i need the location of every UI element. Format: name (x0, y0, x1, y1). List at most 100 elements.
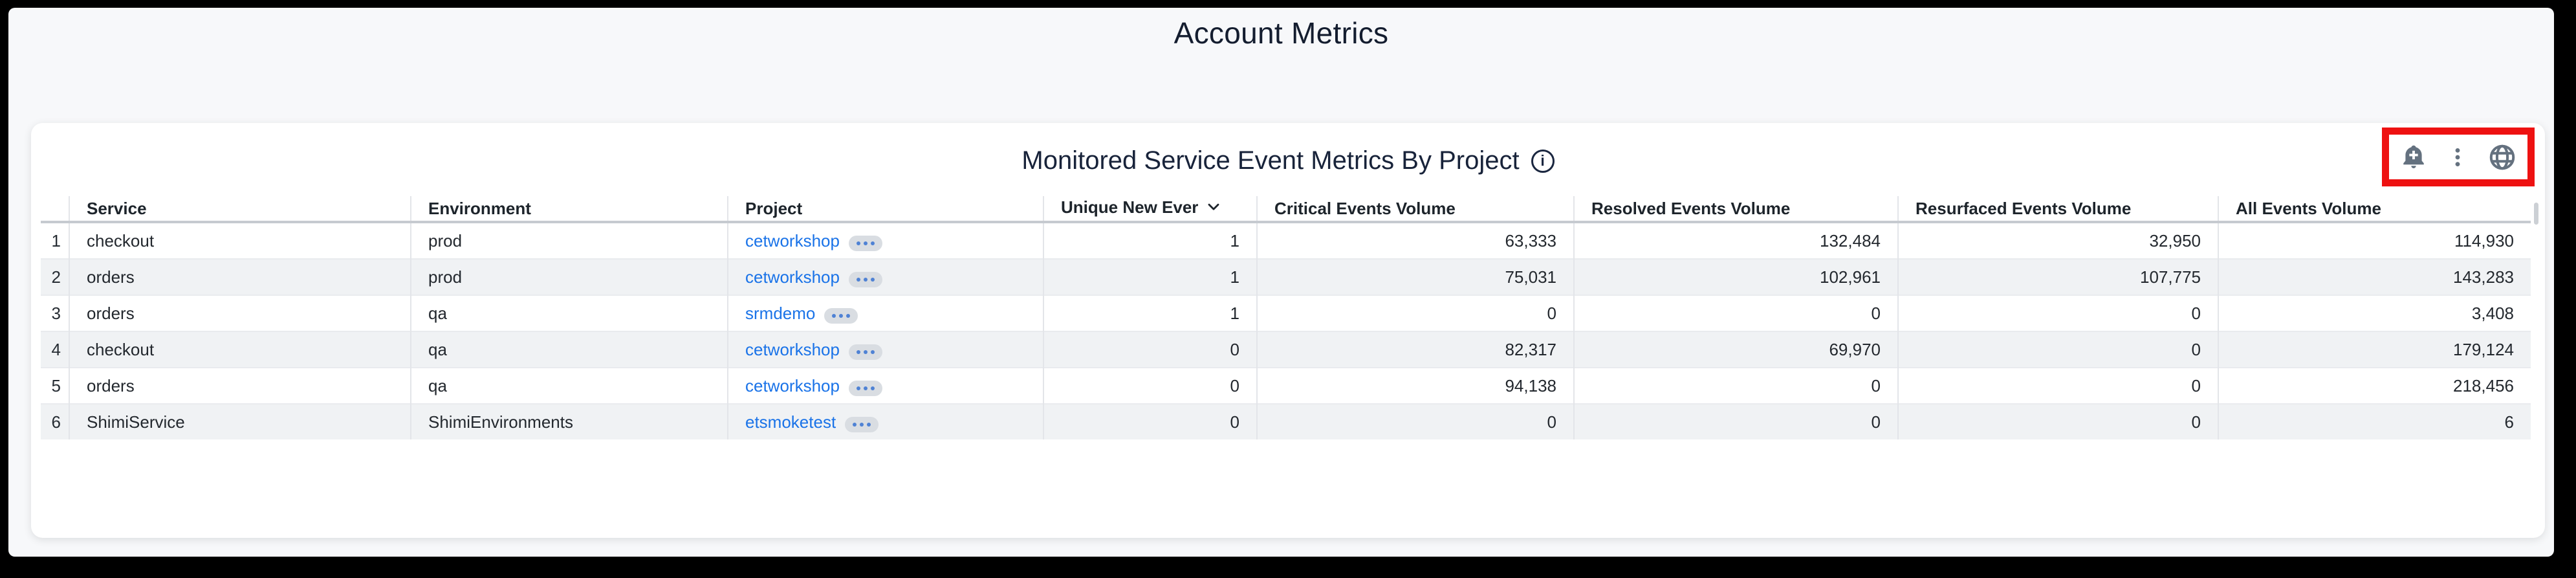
cell-resolved: 132,484 (1573, 222, 1898, 259)
annotation-highlight-box (2382, 128, 2535, 186)
cell-resurfaced: 0 (1897, 331, 2218, 368)
cell-all: 218,456 (2218, 367, 2531, 404)
table-scrollbar-thumb[interactable] (2534, 203, 2538, 225)
project-overflow-pill[interactable] (848, 344, 882, 360)
col-header-rownum (41, 196, 69, 223)
col-header-resolved[interactable]: Resolved Events Volume (1573, 196, 1898, 223)
globe-icon[interactable] (2488, 143, 2516, 172)
cell-project: cetworkshop (727, 258, 1043, 295)
col-header-label: Project (745, 198, 803, 218)
cell-critical: 75,031 (1256, 258, 1574, 295)
col-header-unique[interactable]: Unique New Ever (1043, 196, 1257, 223)
table-row: 6 ShimiService ShimiEnvironments etsmoketes… (41, 403, 2531, 439)
col-header-label: All Events Volume (2236, 198, 2381, 218)
cell-all: 179,124 (2218, 331, 2531, 368)
project-link[interactable]: cetworkshop (745, 267, 840, 287)
cell-resolved: 69,970 (1573, 331, 1898, 368)
col-header-project[interactable]: Project (727, 196, 1043, 223)
cell-project: cetworkshop (727, 331, 1043, 368)
cell-service: ShimiService (69, 403, 411, 439)
cell-unique: 1 (1043, 295, 1257, 331)
panel-title: Monitored Service Event Metrics By Proje… (1021, 146, 1520, 175)
project-link[interactable]: cetworkshop (745, 339, 840, 359)
cell-service: orders (69, 367, 411, 404)
col-header-label: Critical Events Volume (1274, 198, 1456, 218)
metrics-table-wrap: Service Environment Project Unique New Ever… (41, 196, 2531, 439)
cell-resolved: 0 (1573, 367, 1898, 404)
cell-resurfaced: 0 (1897, 295, 2218, 331)
col-header-all[interactable]: All Events Volume (2218, 196, 2531, 223)
col-header-resurfaced[interactable]: Resurfaced Events Volume (1897, 196, 2218, 223)
cell-critical: 0 (1256, 403, 1574, 439)
cell-rownum: 5 (41, 367, 69, 404)
cell-service: orders (69, 258, 411, 295)
project-link[interactable]: etsmoketest (745, 412, 836, 432)
cell-environment: prod (410, 258, 728, 295)
project-overflow-pill[interactable] (845, 416, 879, 432)
table-row: 5 orders qa cetworkshop 0 94,138 0 0 218,456 (41, 367, 2531, 404)
sort-desc-chevron-icon[interactable] (1205, 200, 1223, 219)
cell-environment: qa (410, 295, 728, 331)
project-overflow-pill[interactable] (848, 271, 882, 287)
table-row: 4 checkout qa cetworkshop 0 82,317 69,970 0 179,… (41, 331, 2531, 368)
cell-resolved: 0 (1573, 403, 1898, 439)
cell-project: srmdemo (727, 295, 1043, 331)
cell-environment: qa (410, 367, 728, 404)
cell-unique: 1 (1043, 258, 1257, 295)
table-row: 3 orders qa srmdemo 1 0 0 0 3,408 (41, 295, 2531, 331)
cell-resolved: 0 (1573, 295, 1898, 331)
cell-all: 143,283 (2218, 258, 2531, 295)
cell-project: cetworkshop (727, 222, 1043, 259)
cell-rownum: 3 (41, 295, 69, 331)
cell-critical: 63,333 (1256, 222, 1574, 259)
col-header-label: Unique New Ever (1061, 197, 1199, 217)
project-link[interactable]: cetworkshop (745, 375, 840, 395)
table-row: 1 checkout prod cetworkshop 1 63,333 132,484 32… (41, 222, 2531, 259)
project-link[interactable]: cetworkshop (745, 230, 840, 250)
cell-unique: 0 (1043, 403, 1257, 439)
col-header-environment[interactable]: Environment (410, 196, 728, 223)
dashboard-viewport: Account Metrics Monitored Service Event … (8, 8, 2554, 557)
cell-environment: prod (410, 222, 728, 259)
cell-unique: 1 (1043, 222, 1257, 259)
col-header-service[interactable]: Service (69, 196, 411, 223)
add-alert-bell-icon[interactable] (2400, 144, 2427, 171)
cell-project: cetworkshop (727, 367, 1043, 404)
cell-all: 114,930 (2218, 222, 2531, 259)
col-header-label: Resolved Events Volume (1591, 198, 1791, 218)
panel-header: Monitored Service Event Metrics By Proje… (31, 123, 2545, 175)
page-title: Account Metrics (1173, 16, 1389, 50)
metrics-panel: Monitored Service Event Metrics By Proje… (31, 123, 2545, 538)
cell-rownum: 4 (41, 331, 69, 368)
cell-unique: 0 (1043, 367, 1257, 404)
col-header-label: Resurfaced Events Volume (1916, 198, 2132, 218)
table-header-row: Service Environment Project Unique New Ever… (41, 196, 2531, 223)
cell-critical: 82,317 (1256, 331, 1574, 368)
cell-all: 6 (2218, 403, 2531, 439)
cell-service: orders (69, 295, 411, 331)
cell-environment: qa (410, 331, 728, 368)
cell-service: checkout (69, 331, 411, 368)
col-header-label: Service (87, 198, 147, 218)
table-row: 2 orders prod cetworkshop 1 75,031 102,961 107,… (41, 258, 2531, 295)
col-header-label: Environment (428, 198, 531, 218)
metrics-table: Service Environment Project Unique New Ever… (41, 196, 2531, 439)
cell-service: checkout (69, 222, 411, 259)
cell-all: 3,408 (2218, 295, 2531, 331)
cell-resolved: 102,961 (1573, 258, 1898, 295)
project-overflow-pill[interactable] (824, 307, 858, 324)
project-link[interactable]: srmdemo (745, 303, 816, 323)
cell-rownum: 2 (41, 258, 69, 295)
cell-resurfaced: 0 (1897, 403, 2218, 439)
cell-rownum: 1 (51, 230, 61, 250)
cell-critical: 0 (1256, 295, 1574, 331)
project-overflow-pill[interactable] (848, 380, 882, 396)
cell-rownum: 6 (41, 403, 69, 439)
kebab-menu-icon[interactable] (2447, 144, 2469, 171)
cell-resurfaced: 32,950 (1897, 222, 2218, 259)
info-icon[interactable]: i (1531, 149, 1555, 173)
cell-resurfaced: 107,775 (1897, 258, 2218, 295)
project-overflow-pill[interactable] (848, 235, 882, 251)
cell-project: etsmoketest (727, 403, 1043, 439)
col-header-critical[interactable]: Critical Events Volume (1256, 196, 1574, 223)
